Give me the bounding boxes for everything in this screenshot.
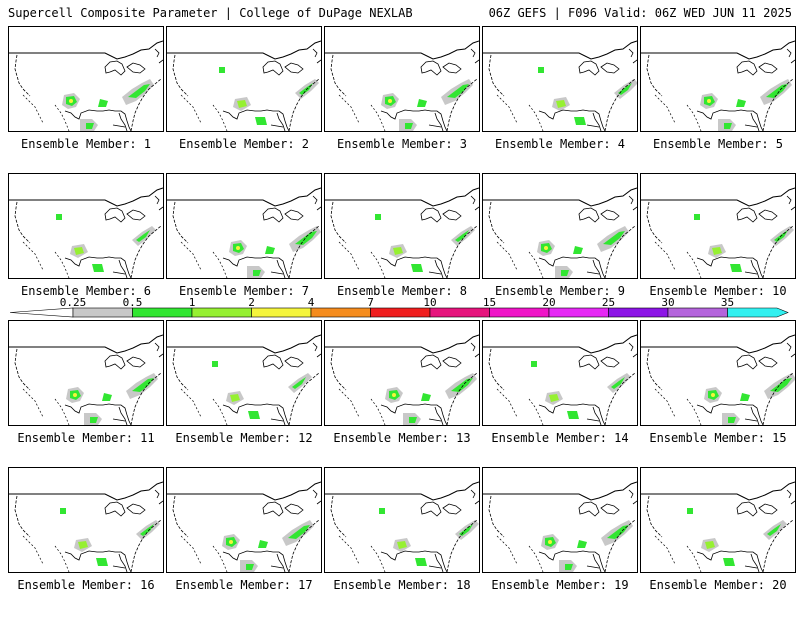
member-map bbox=[640, 173, 796, 279]
ensemble-member-panel: Ensemble Member: 1 bbox=[8, 26, 166, 181]
member-map bbox=[482, 467, 638, 573]
member-map bbox=[640, 26, 796, 132]
member-map bbox=[8, 26, 164, 132]
member-map bbox=[482, 320, 638, 426]
legend-swatch bbox=[489, 307, 550, 318]
ensemble-member-panel: Ensemble Member: 11 bbox=[8, 320, 166, 475]
ensemble-member-panel: Ensemble Member: 18 bbox=[324, 467, 482, 622]
member-caption: Ensemble Member: 2 bbox=[178, 137, 310, 151]
member-caption: Ensemble Member: 5 bbox=[652, 137, 784, 151]
legend-threshold-label: 4 bbox=[308, 296, 315, 309]
member-caption: Ensemble Member: 1 bbox=[20, 137, 152, 151]
ensemble-member-panel: Ensemble Member: 17 bbox=[166, 467, 324, 622]
ensemble-member-panel: Ensemble Member: 15 bbox=[640, 320, 798, 475]
ensemble-member-panel: Ensemble Member: 14 bbox=[482, 320, 640, 475]
legend-swatch bbox=[310, 307, 371, 318]
member-caption: Ensemble Member: 4 bbox=[494, 137, 626, 151]
ensemble-member-panel: Ensemble Member: 4 bbox=[482, 26, 640, 181]
ensemble-member-panel: Ensemble Member: 2 bbox=[166, 26, 324, 181]
member-map bbox=[166, 26, 322, 132]
ensemble-member-panel: Ensemble Member: 7 bbox=[166, 173, 324, 328]
member-caption: Ensemble Member: 12 bbox=[175, 431, 313, 445]
member-caption: Ensemble Member: 14 bbox=[491, 431, 629, 445]
legend-swatch bbox=[667, 307, 728, 318]
legend-threshold-label: 25 bbox=[602, 296, 615, 309]
member-caption: Ensemble Member: 20 bbox=[649, 578, 787, 592]
member-map bbox=[324, 26, 480, 132]
ensemble-member-panel: Ensemble Member: 12 bbox=[166, 320, 324, 475]
member-caption: Ensemble Member: 8 bbox=[336, 284, 468, 298]
legend-left-arrow bbox=[10, 307, 74, 318]
ensemble-member-panel: Ensemble Member: 19 bbox=[482, 467, 640, 622]
valid-time-label: 06Z GEFS | F096 Valid: 06Z WED JUN 11 20… bbox=[488, 6, 792, 20]
ensemble-member-panel: Ensemble Member: 6 bbox=[8, 173, 166, 328]
member-map bbox=[640, 467, 796, 573]
member-map bbox=[166, 173, 322, 279]
member-caption: Ensemble Member: 13 bbox=[333, 431, 471, 445]
member-map bbox=[8, 173, 164, 279]
legend-swatch bbox=[370, 307, 431, 318]
ensemble-member-panel: Ensemble Member: 8 bbox=[324, 173, 482, 328]
legend-swatch bbox=[608, 307, 669, 318]
member-map bbox=[324, 467, 480, 573]
legend-threshold-label: 20 bbox=[542, 296, 555, 309]
legend-threshold-label: 0.25 bbox=[60, 296, 87, 309]
color-legend-bar: 0.25 0.5 1 2 4 7 10 15 20 25 30 35 bbox=[10, 296, 789, 318]
legend-threshold-label: 1 bbox=[189, 296, 196, 309]
legend-swatch bbox=[191, 307, 252, 318]
legend-swatch bbox=[132, 307, 193, 318]
member-map bbox=[166, 320, 322, 426]
member-caption: Ensemble Member: 19 bbox=[491, 578, 629, 592]
member-caption: Ensemble Member: 3 bbox=[336, 137, 468, 151]
member-map bbox=[324, 173, 480, 279]
ensemble-member-panel: Ensemble Member: 10 bbox=[640, 173, 798, 328]
member-caption: Ensemble Member: 10 bbox=[649, 284, 787, 298]
member-map bbox=[8, 320, 164, 426]
legend-swatch bbox=[251, 307, 312, 318]
member-map bbox=[166, 467, 322, 573]
member-map bbox=[482, 26, 638, 132]
ensemble-member-panel: Ensemble Member: 9 bbox=[482, 173, 640, 328]
legend-swatch bbox=[727, 307, 789, 318]
legend-swatch bbox=[429, 307, 490, 318]
member-caption: Ensemble Member: 16 bbox=[17, 578, 155, 592]
member-caption: Ensemble Member: 9 bbox=[494, 284, 626, 298]
map-title: Supercell Composite Parameter | College … bbox=[8, 6, 413, 20]
legend-threshold-label: 10 bbox=[423, 296, 436, 309]
legend-threshold-label: 15 bbox=[483, 296, 496, 309]
legend-threshold-label: 7 bbox=[367, 296, 374, 309]
ensemble-member-panel: Ensemble Member: 13 bbox=[324, 320, 482, 475]
legend-threshold-label: 30 bbox=[661, 296, 674, 309]
ensemble-member-panel: Ensemble Member: 3 bbox=[324, 26, 482, 181]
member-map bbox=[324, 320, 480, 426]
member-map bbox=[482, 173, 638, 279]
ensemble-member-panel: Ensemble Member: 5 bbox=[640, 26, 798, 181]
legend-swatch bbox=[548, 307, 609, 318]
legend-threshold-label: 2 bbox=[248, 296, 255, 309]
ensemble-member-panel: Ensemble Member: 20 bbox=[640, 467, 798, 622]
legend-swatch bbox=[72, 307, 133, 318]
member-caption: Ensemble Member: 18 bbox=[333, 578, 471, 592]
member-map bbox=[640, 320, 796, 426]
member-caption: Ensemble Member: 7 bbox=[178, 284, 310, 298]
member-caption: Ensemble Member: 15 bbox=[649, 431, 787, 445]
ensemble-member-panel: Ensemble Member: 16 bbox=[8, 467, 166, 622]
member-map bbox=[8, 467, 164, 573]
member-caption: Ensemble Member: 17 bbox=[175, 578, 313, 592]
legend-threshold-label: 35 bbox=[721, 296, 734, 309]
legend-threshold-label: 0.5 bbox=[123, 296, 143, 309]
member-caption: Ensemble Member: 11 bbox=[17, 431, 155, 445]
member-caption: Ensemble Member: 6 bbox=[20, 284, 152, 298]
